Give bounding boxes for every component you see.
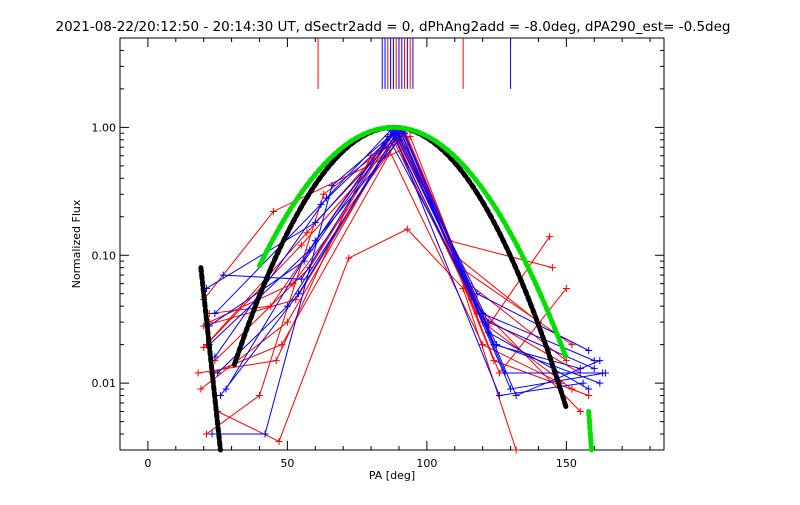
series-point (275, 437, 283, 445)
series-line-7 (217, 228, 517, 451)
series-line-20 (208, 128, 581, 370)
series-line-3 (214, 132, 581, 374)
series-point (403, 225, 411, 233)
series-point (283, 318, 291, 326)
fit-layer (198, 124, 594, 453)
series-point (272, 357, 280, 365)
series-point (208, 430, 216, 438)
series-point (601, 369, 609, 377)
y-tick-label: 0.01 (92, 377, 117, 390)
data-layer (194, 125, 609, 454)
series-point (568, 385, 576, 393)
series-point (295, 290, 303, 298)
fit-curve-2 (198, 265, 223, 453)
series-point (297, 241, 305, 249)
series-line-6 (211, 130, 589, 396)
series-point (222, 385, 230, 393)
series-point (303, 229, 311, 237)
fit-curve-3 (586, 409, 594, 453)
series-point (546, 233, 554, 241)
series-point (473, 290, 481, 298)
axis-ticks: 0 50 100 150 0.01 0.10 1.00 (92, 37, 664, 470)
series-line-21 (225, 132, 601, 397)
series-point (255, 392, 263, 400)
y-axis-label: Normalized Flux (70, 199, 83, 288)
series-point (194, 369, 202, 377)
series-point (261, 430, 269, 438)
series-point (406, 132, 414, 140)
series-point (585, 346, 593, 354)
fit-curve-1 (256, 124, 569, 361)
series-point (345, 254, 353, 262)
series-point (512, 392, 520, 400)
series-line-10 (206, 132, 567, 435)
series-point (219, 271, 227, 279)
series-point (495, 392, 503, 400)
series-point (585, 392, 593, 400)
series-point (297, 275, 305, 283)
series-line-4 (200, 146, 562, 390)
series-point (200, 343, 208, 351)
series-point (214, 369, 222, 377)
series-point (216, 392, 224, 400)
series-point (211, 310, 219, 318)
top-pa-markers (317, 38, 512, 89)
plot-frame (119, 37, 665, 451)
series-point (311, 219, 319, 227)
series-point (311, 237, 319, 245)
y-tick-label: 1.00 (92, 121, 117, 134)
series-point (269, 207, 277, 215)
series-point (328, 182, 336, 190)
series-point (590, 365, 598, 373)
x-tick-label: 50 (280, 457, 294, 470)
chart-title: 2021-08-22/20:12:50 - 20:14:30 UT, dSect… (55, 19, 730, 35)
series-point (596, 379, 604, 387)
y-tick-label: 0.10 (92, 249, 117, 262)
series-point (197, 385, 205, 393)
series-point (562, 284, 570, 292)
series-point (548, 264, 556, 272)
series-line-19 (214, 129, 589, 390)
series-point (267, 302, 275, 310)
x-tick-label: 0 (144, 457, 151, 470)
series-point (585, 385, 593, 393)
series-point (596, 357, 604, 365)
series-line-17 (212, 132, 584, 435)
fit-curve-0 (231, 124, 569, 411)
series-point (322, 194, 330, 202)
series-point (576, 408, 584, 416)
series-point (512, 446, 520, 454)
series-point (320, 190, 328, 198)
x-tick-label: 150 (556, 457, 577, 470)
x-axis-label: PA [deg] (369, 469, 415, 482)
x-tick-label: 100 (416, 457, 437, 470)
